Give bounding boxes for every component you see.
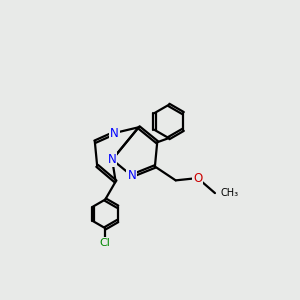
- Text: N: N: [128, 169, 136, 182]
- Text: O: O: [193, 172, 202, 184]
- Text: Cl: Cl: [100, 238, 111, 248]
- Text: N: N: [110, 127, 119, 140]
- Text: N: N: [108, 153, 116, 166]
- Text: CH₃: CH₃: [221, 188, 239, 198]
